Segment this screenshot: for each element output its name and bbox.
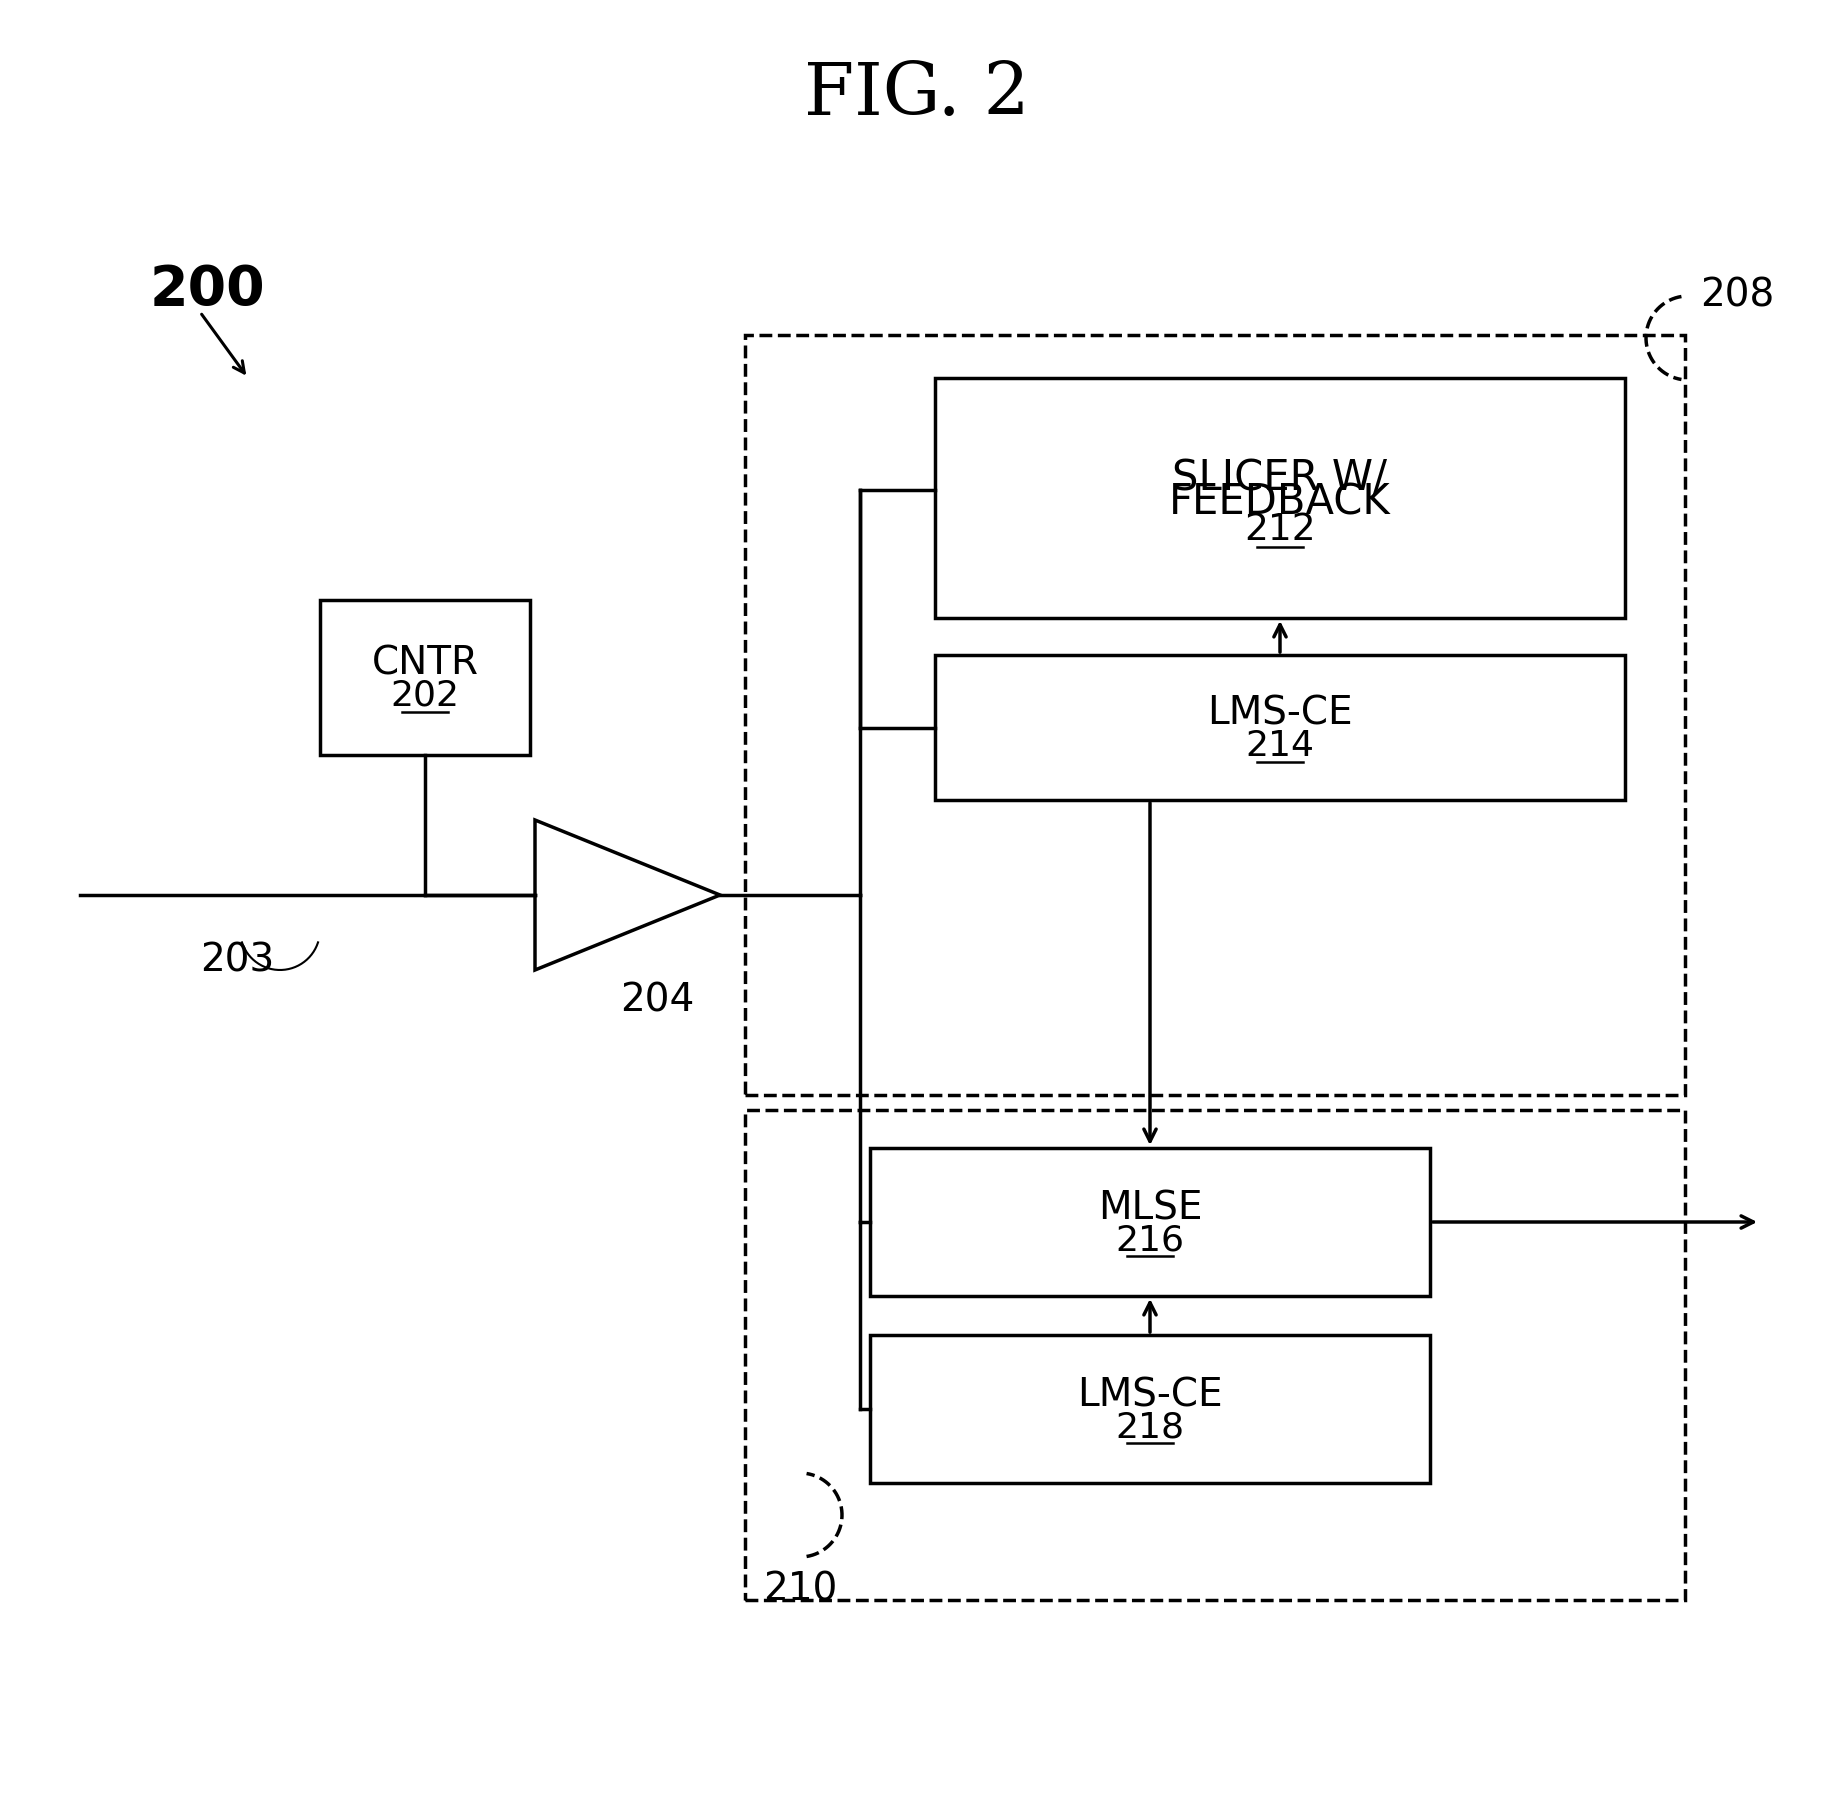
Text: FIG. 2: FIG. 2	[802, 60, 1030, 131]
Text: SLICER W/: SLICER W/	[1172, 458, 1387, 500]
Text: LMS-CE: LMS-CE	[1207, 694, 1352, 732]
Text: 212: 212	[1244, 512, 1315, 549]
Text: MLSE: MLSE	[1097, 1188, 1202, 1226]
Text: 202: 202	[390, 678, 460, 712]
Polygon shape	[535, 819, 720, 970]
Bar	[870, 1148, 1429, 1296]
Text: 200: 200	[150, 263, 266, 316]
Bar	[744, 1110, 1684, 1601]
Bar	[321, 600, 529, 756]
Text: 204: 204	[619, 981, 694, 1019]
Text: LMS-CE: LMS-CE	[1077, 1375, 1222, 1414]
Text: FEEDBACK: FEEDBACK	[1169, 482, 1390, 523]
Bar	[870, 1335, 1429, 1483]
Text: 214: 214	[1244, 729, 1314, 763]
Text: 216: 216	[1116, 1223, 1183, 1257]
Text: 208: 208	[1698, 276, 1773, 314]
Text: CNTR: CNTR	[372, 645, 478, 683]
Bar	[934, 378, 1625, 618]
Text: 210: 210	[762, 1570, 837, 1608]
Text: 203: 203	[200, 941, 275, 979]
Text: 218: 218	[1116, 1410, 1183, 1445]
Bar	[744, 334, 1684, 1096]
Bar	[934, 654, 1625, 799]
